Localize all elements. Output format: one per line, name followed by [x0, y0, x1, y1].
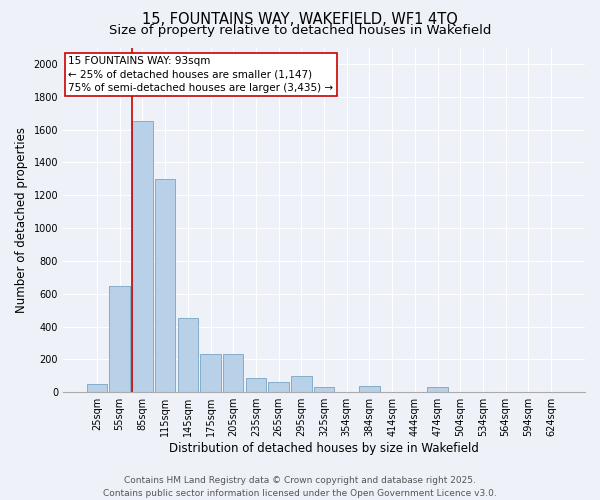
Text: Size of property relative to detached houses in Wakefield: Size of property relative to detached ho…: [109, 24, 491, 37]
Text: 15, FOUNTAINS WAY, WAKEFIELD, WF1 4TQ: 15, FOUNTAINS WAY, WAKEFIELD, WF1 4TQ: [142, 12, 458, 28]
X-axis label: Distribution of detached houses by size in Wakefield: Distribution of detached houses by size …: [169, 442, 479, 455]
Bar: [291, 376, 311, 392]
Bar: [268, 382, 289, 392]
Bar: [155, 179, 175, 392]
Bar: [200, 354, 221, 392]
Bar: [359, 386, 380, 392]
Bar: [314, 388, 334, 392]
Bar: [87, 384, 107, 392]
Bar: [245, 378, 266, 392]
Text: 15 FOUNTAINS WAY: 93sqm
← 25% of detached houses are smaller (1,147)
75% of semi: 15 FOUNTAINS WAY: 93sqm ← 25% of detache…: [68, 56, 334, 92]
Text: Contains HM Land Registry data © Crown copyright and database right 2025.
Contai: Contains HM Land Registry data © Crown c…: [103, 476, 497, 498]
Y-axis label: Number of detached properties: Number of detached properties: [15, 127, 28, 313]
Bar: [132, 122, 152, 392]
Bar: [109, 286, 130, 392]
Bar: [178, 318, 198, 392]
Bar: [223, 354, 244, 392]
Bar: [427, 388, 448, 392]
